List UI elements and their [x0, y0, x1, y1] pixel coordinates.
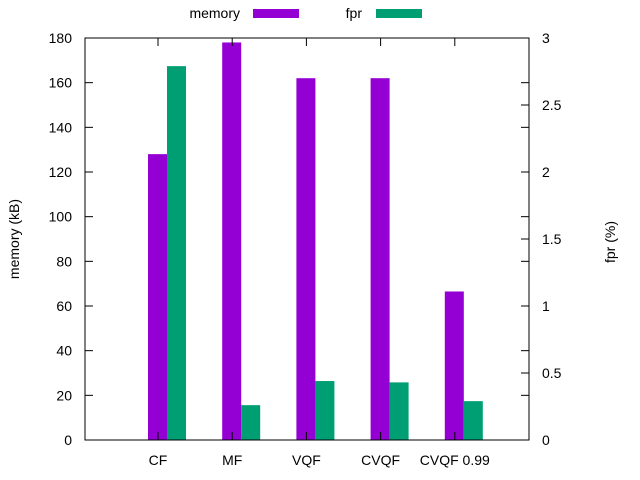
bar-fpr-vqf	[315, 381, 335, 440]
y-tick-label: 60	[56, 298, 72, 314]
y-axis-label: memory (kB)	[6, 199, 22, 279]
y-tick-label: 160	[49, 75, 73, 91]
y2-tick-label: 2.5	[542, 97, 562, 113]
bar-memory-vqf	[296, 78, 316, 440]
bar-memory-mf	[222, 42, 242, 440]
legend-swatch-memory	[253, 9, 299, 18]
bar-memory-cf	[148, 154, 167, 440]
bar-fpr-cvqf	[389, 382, 409, 440]
y2-tick-label: 1	[542, 298, 550, 314]
y-tick-label: 100	[49, 209, 73, 225]
bar-memory-cvqf-0-99	[444, 291, 464, 440]
y-tick-label: 20	[56, 387, 72, 403]
legend-swatch-fpr	[376, 9, 422, 18]
y2-tick-label: 0	[542, 432, 550, 448]
legend-label-fpr: fpr	[346, 5, 363, 21]
y2-tick-label: 1.5	[542, 231, 562, 247]
bar-memory-cvqf	[370, 78, 390, 440]
y2-tick-label: 2	[542, 164, 550, 180]
x-tick-label: CVQF	[361, 452, 400, 468]
legend: memory fpr	[189, 5, 422, 21]
legend-label-memory: memory	[189, 5, 240, 21]
x-tick-label: MF	[222, 452, 242, 468]
bar-fpr-cf	[167, 66, 186, 440]
y-tick-label: 40	[56, 343, 72, 359]
y-tick-label: 80	[56, 253, 72, 269]
x-tick-label: VQF	[292, 452, 321, 468]
bar-fpr-mf	[241, 405, 261, 440]
y2-tick-label: 0.5	[542, 365, 562, 381]
ticks-layer: CF MF VQF CVQF CVQF 0.9902040608010012014016…	[49, 30, 562, 468]
x-tick-label: CVQF 0.99	[420, 452, 490, 468]
y2-tick-label: 3	[542, 30, 550, 46]
bar-fpr-cvqf-0-99	[463, 401, 483, 440]
bars-layer	[148, 42, 483, 440]
y-tick-label: 0	[64, 432, 72, 448]
y2-axis-label: fpr (%)	[602, 221, 618, 263]
y-tick-label: 120	[49, 164, 73, 180]
y-tick-label: 140	[49, 119, 73, 135]
y-tick-label: 180	[49, 30, 73, 46]
x-tick-label: CF	[149, 452, 168, 468]
